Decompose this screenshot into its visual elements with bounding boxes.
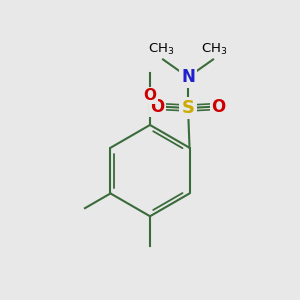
- Text: CH$_3$: CH$_3$: [201, 42, 228, 57]
- Text: CH$_3$: CH$_3$: [148, 42, 175, 57]
- Text: N: N: [181, 68, 195, 86]
- Text: O: O: [151, 98, 165, 116]
- Text: O: O: [211, 98, 226, 116]
- Text: S: S: [182, 99, 195, 117]
- Text: O: O: [143, 88, 157, 103]
